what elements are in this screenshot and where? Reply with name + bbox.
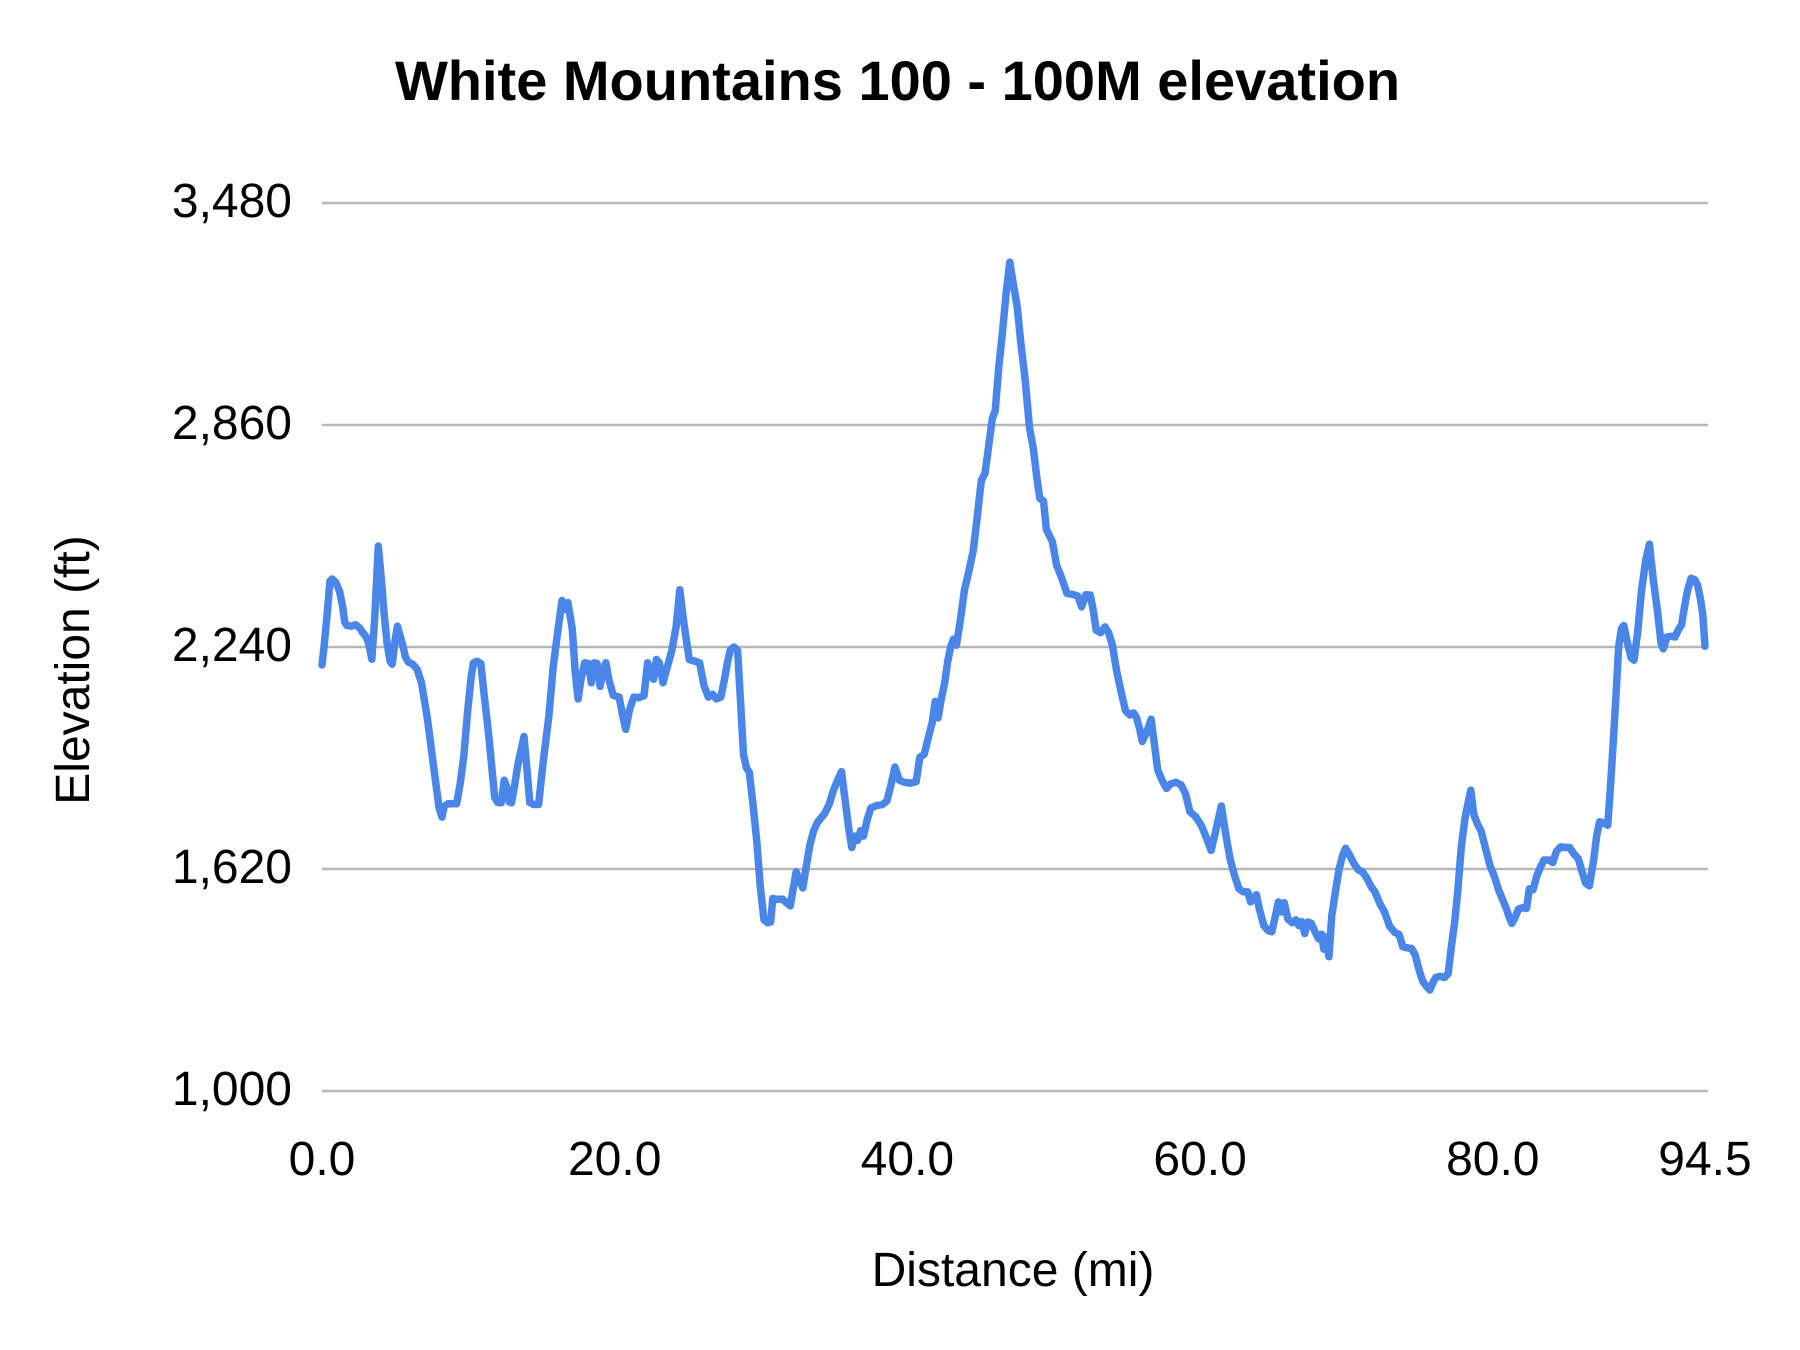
x-tick-label-20.0: 20.0 xyxy=(567,1133,662,1186)
x-tick-label-94.5: 94.5 xyxy=(1658,1133,1752,1186)
y-tick-label-1,620: 1,620 xyxy=(171,841,292,894)
chart-title: White Mountains 100 - 100M elevation xyxy=(394,49,1401,112)
y-tick-label-3,480: 3,480 xyxy=(171,175,292,228)
y-tick-label-2,240: 2,240 xyxy=(171,619,292,672)
x-tick-label-0.0: 0.0 xyxy=(288,1133,356,1186)
y-axis-title: Elevation (ft) xyxy=(47,535,100,805)
y-tick-label-1,000: 1,000 xyxy=(171,1063,292,1116)
x-tick-label-40.0: 40.0 xyxy=(860,1133,955,1186)
gridlines xyxy=(322,201,1708,1093)
x-tick-label-80.0: 80.0 xyxy=(1446,1133,1540,1186)
y-tick-label-2,860: 2,860 xyxy=(171,397,292,450)
elevation-series-line xyxy=(318,258,1709,994)
x-tick-label-60.0: 60.0 xyxy=(1153,1133,1247,1186)
x-axis-title: Distance (mi) xyxy=(871,1244,1155,1297)
